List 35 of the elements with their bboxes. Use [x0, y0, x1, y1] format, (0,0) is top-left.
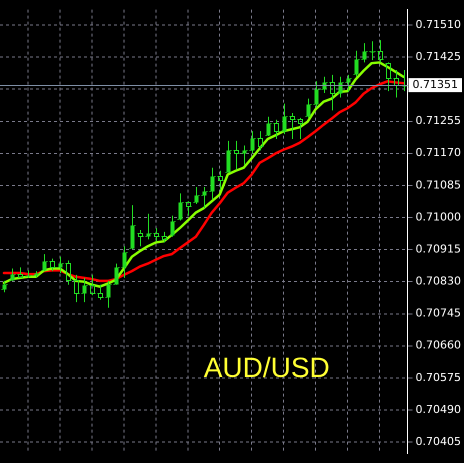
ref-line-label: 0.71351: [412, 78, 458, 91]
y-tick-label: 0.70745: [416, 306, 462, 320]
candlestick: [274, 119, 279, 140]
y-tick-label: 0.71255: [416, 114, 462, 128]
y-tick-label: 0.70405: [416, 434, 462, 448]
candlestick: [18, 266, 23, 278]
annotation: AUD/USD: [204, 352, 330, 383]
y-tick-label: 0.71000: [416, 210, 462, 224]
y-tick-label: 0.70830: [416, 274, 462, 288]
candlestick: [186, 200, 191, 216]
y-tick-label: 0.70915: [416, 242, 462, 256]
candlestick: [234, 140, 239, 170]
candlestick: [258, 130, 263, 151]
candlestick: [290, 112, 295, 140]
candlestick: [74, 274, 79, 303]
y-tick-label: 0.70490: [416, 402, 462, 416]
candlestick: [66, 260, 71, 286]
candlestick: [50, 258, 55, 272]
candlestick: [298, 117, 303, 140]
candlestick: [162, 231, 167, 243]
candlestick: [386, 62, 391, 92]
y-tick-label: 0.70660: [416, 338, 462, 352]
y-tick-label: 0.71170: [416, 146, 462, 160]
candlestick: [330, 74, 335, 111]
candlestick: [90, 274, 95, 296]
candlestick: [98, 284, 103, 300]
candlestick: [154, 228, 159, 242]
y-tick-label: 0.71510: [416, 18, 462, 31]
candlestick: [218, 170, 223, 190]
candlestick: [138, 229, 143, 247]
y-tick-label: 0.71085: [416, 178, 462, 192]
candlestick: [394, 69, 399, 98]
y-tick-label: 0.71425: [416, 50, 462, 64]
candlestick: [378, 40, 383, 63]
y-tick-label: 0.70575: [416, 370, 462, 384]
